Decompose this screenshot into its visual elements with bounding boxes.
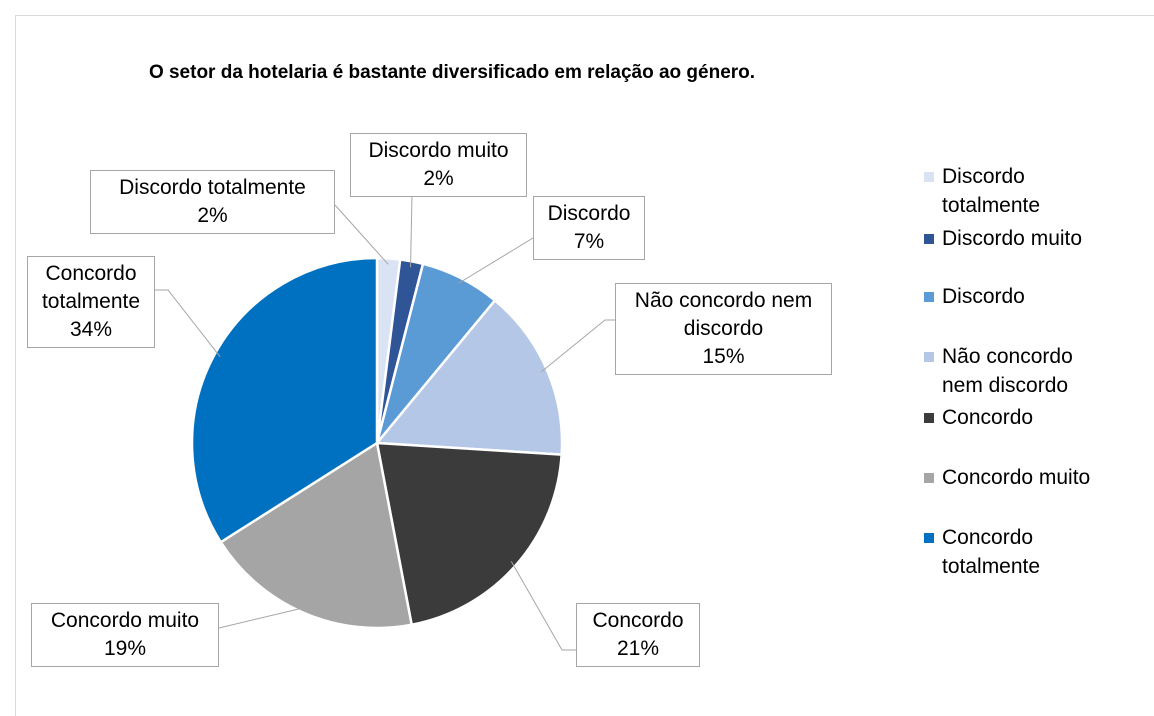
leader-line [218,606,307,629]
data-label-category: Concordo [592,609,684,632]
legend-label: Concordo totalmente [942,526,1041,578]
legend-swatch [924,292,934,302]
data-label: Concordo totalmente 34% [27,256,155,348]
data-label-value: 34% [69,318,113,341]
legend-label: Discordo totalmente [942,165,1041,217]
legend-swatch [924,352,934,362]
leader-line [540,319,615,373]
pie-slice [375,441,563,627]
data-label: Não concordo nem discordo 15% [615,283,832,375]
legend-swatch [924,413,934,423]
data-label-value: 19% [103,637,147,660]
legend-swatch [924,533,934,543]
legend-label: Discordo muito [942,227,1083,250]
leader-line [410,194,413,268]
data-label-value: 21% [616,637,660,660]
legend-item: Concordo muito [924,463,1124,492]
data-label-category: Concordo totalmente [41,262,141,313]
legend-item: Não concordo nem discordo [924,342,1124,400]
data-label-value: 7% [573,230,605,253]
legend-swatch [924,172,934,182]
data-label: Concordo 21% [576,603,700,667]
leader-line [155,289,221,358]
legend-item: Discordo muito [924,224,1124,253]
legend-label: Não concordo nem discordo [942,345,1073,397]
legend-item: Concordo [924,403,1124,432]
chart-border [15,15,1154,716]
leader-line [458,237,534,284]
leader-line [510,561,576,651]
legend-label: Concordo [942,406,1034,429]
data-label: Concordo muito 19% [31,603,219,667]
data-label-value: 15% [702,345,745,368]
legend-label: Concordo muito [942,466,1091,489]
leader-line [334,204,389,265]
data-label-category: Não concordo nem discordo [634,289,813,340]
data-label-category: Discordo [547,202,631,225]
chart-title: O setor da hotelaria é bastante diversif… [148,62,756,83]
legend-label: Discordo [942,285,1025,308]
data-label-category: Discordo totalmente [119,176,306,199]
pie-slice [374,298,564,456]
data-label: Discordo totalmente 2% [90,170,335,234]
legend-swatch [924,234,934,244]
data-label-category: Concordo muito [50,609,200,632]
pie-slice [219,440,414,630]
legend-swatch [924,473,934,483]
data-label-category: Discordo muito [368,139,509,162]
data-label-value: 2% [423,167,454,190]
pie-slice [190,256,379,544]
data-label: Discordo 7% [533,196,645,260]
legend-item: Concordo totalmente [924,523,1124,581]
data-label-value: 2% [197,204,228,227]
data-label: Discordo muito 2% [350,133,527,197]
legend-item: Discordo totalmente [924,162,1124,220]
legend-item: Discordo [924,282,1124,311]
